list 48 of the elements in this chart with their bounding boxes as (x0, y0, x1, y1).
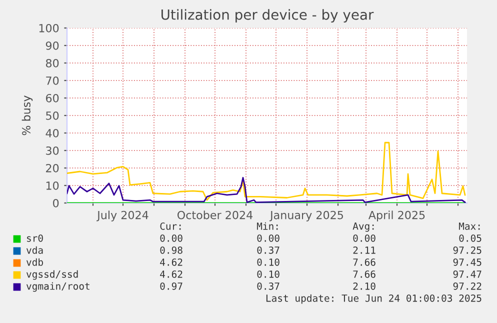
text: 2.10 (353, 282, 376, 290)
text: Avg: (352, 222, 374, 232)
text: 2.11 (353, 246, 376, 254)
y-tick-label: 50 (46, 111, 59, 120)
legend-label: vda (26, 246, 43, 254)
text: 0.37 (257, 246, 280, 254)
text: 7.66 (353, 270, 376, 278)
y-tick-label: 100 (39, 24, 59, 32)
y-tick-label: 70 (46, 76, 59, 85)
text: 97.47 (453, 270, 482, 278)
y-tick-label: 10 (46, 181, 59, 190)
y-tick-label: 80 (46, 58, 59, 68)
text: 0.98 (160, 246, 182, 254)
text: 0.05 (459, 234, 482, 242)
text: Max: (458, 222, 480, 230)
y-tick-label: 0 (53, 198, 59, 208)
y-tick-label: 40 (46, 128, 59, 138)
x-tick-label: January 2025 (269, 210, 343, 222)
text: 4.62 (160, 270, 182, 278)
text: 0.00 (353, 234, 376, 242)
text: 0.00 (160, 234, 182, 242)
x-tick-label: July 2024 (96, 210, 148, 222)
text: 97.22 (453, 282, 482, 290)
text: 97.45 (453, 258, 482, 266)
text: 0.00 (257, 234, 280, 242)
text: 0.37 (257, 282, 280, 290)
text: 0.10 (257, 258, 280, 266)
y-tick-label: 60 (46, 94, 59, 102)
text: Cur: (160, 222, 181, 230)
legend-label: vgmain/root (26, 282, 90, 292)
text: Min: (256, 222, 278, 230)
line-series (67, 142, 466, 201)
y-tick-label: 30 (46, 146, 59, 155)
text: 0.10 (257, 270, 280, 278)
text: 97.25 (453, 246, 482, 254)
y-tick-label: 90 (46, 41, 59, 50)
y-axis-title: % busy (22, 96, 33, 136)
x-tick-label: October 2024 (177, 210, 253, 220)
text: 4.62 (160, 258, 182, 266)
y-tick-label: 20 (46, 164, 59, 172)
legend-label: vgssd/ssd (26, 270, 78, 280)
text: 7.66 (353, 258, 376, 266)
text: 0.97 (160, 282, 182, 290)
legend-label: sr0 (27, 234, 43, 242)
text: Last update: Tue Jun 24 01:00:03 2025 (266, 294, 482, 304)
legend-label: vdb (26, 258, 43, 266)
chart-title: Utilization per device - by year (162, 9, 374, 23)
x-tick-label: April 2025 (368, 210, 425, 222)
